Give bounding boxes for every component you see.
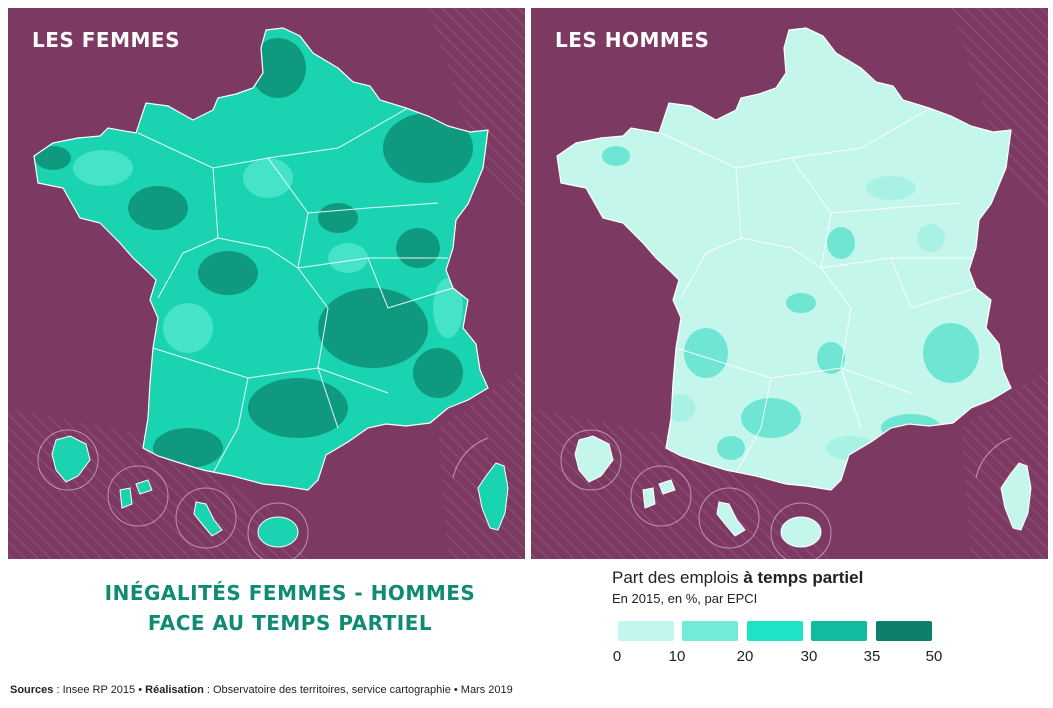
sources-label: Sources xyxy=(10,684,54,696)
main-title-line-1: INÉGALITÉS FEMMES - HOMMES xyxy=(104,581,476,605)
legend-swatch-4 xyxy=(811,621,867,641)
realisation-label: Réalisation xyxy=(145,684,204,696)
panel-title-women: LES FEMMES xyxy=(32,28,180,52)
sources-text: : Insee RP 2015 • xyxy=(53,684,146,696)
reunion-inset xyxy=(770,502,832,559)
legend-swatch-1 xyxy=(618,621,674,641)
sources-line: Sources : Insee RP 2015 • Réalisation : … xyxy=(10,684,513,696)
map-panel-men: LES HOMMES xyxy=(531,8,1048,559)
legend-tick: 20 xyxy=(736,648,754,665)
guyane-inset xyxy=(37,429,99,491)
panel-title-men: LES HOMMES xyxy=(555,28,710,52)
guadeloupe-inset xyxy=(630,465,692,527)
main-title-line-2: FACE AU TEMPS PARTIEL xyxy=(147,611,433,635)
legend-tick: 35 xyxy=(863,648,881,665)
map-panel-women: LES FEMMES xyxy=(8,8,525,559)
realisation-text: : Observatoire des territoires, service … xyxy=(203,684,513,696)
legend-tick: 30 xyxy=(800,648,818,665)
reunion-inset xyxy=(247,502,309,559)
legend-title-prefix: Part des emplois xyxy=(612,568,744,587)
legend-tick: 10 xyxy=(668,648,686,665)
guadeloupe-inset xyxy=(107,465,169,527)
hatched-area xyxy=(428,8,525,218)
legend-swatch-5 xyxy=(876,621,932,641)
guyane-inset xyxy=(560,429,622,491)
corsica xyxy=(1000,462,1032,531)
legend-swatch-3 xyxy=(747,621,803,641)
map-men xyxy=(531,8,1048,559)
martinique-inset xyxy=(175,487,237,549)
corsica xyxy=(477,462,509,531)
main-title: INÉGALITÉS FEMMES - HOMMES FACE AU TEMPS… xyxy=(60,578,520,638)
legend-title: Part des emplois à temps partiel xyxy=(612,568,863,588)
legend-tick: 50 xyxy=(925,648,943,665)
legend-swatch-2 xyxy=(682,621,738,641)
martinique-inset xyxy=(698,487,760,549)
legend-tick: 0 xyxy=(612,648,622,665)
legend-title-bold: à temps partiel xyxy=(743,568,864,587)
hatched-area xyxy=(951,8,1048,218)
legend-subtitle: En 2015, en %, par EPCI xyxy=(612,591,758,606)
map-women xyxy=(8,8,525,559)
